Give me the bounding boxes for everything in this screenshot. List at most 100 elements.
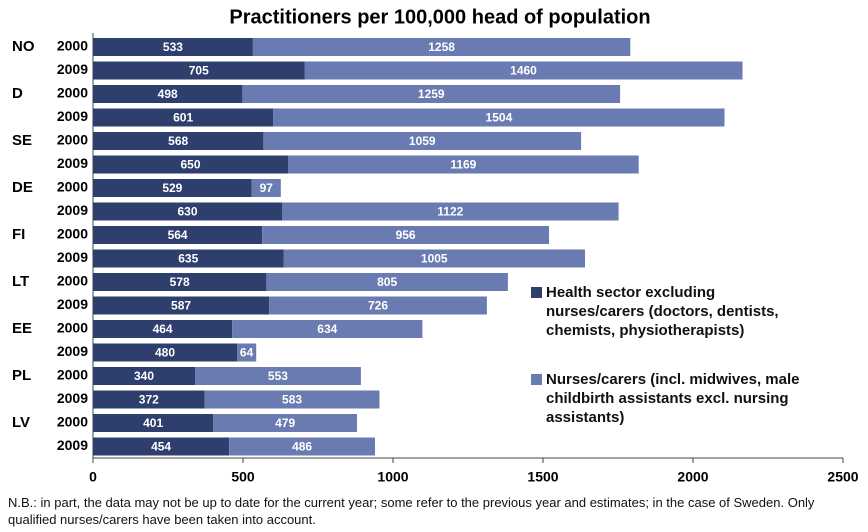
- bar-segment: [93, 296, 270, 315]
- data-label: 1005: [421, 252, 448, 266]
- data-label: 464: [153, 322, 173, 336]
- data-label: 372: [139, 393, 159, 407]
- data-label: 1122: [437, 205, 463, 219]
- y-tick-label: 2000: [57, 179, 88, 195]
- data-label: 64: [240, 346, 254, 360]
- data-label: 533: [163, 40, 183, 54]
- data-label: 956: [396, 228, 416, 242]
- group-label: EE: [12, 320, 32, 337]
- y-tick-label: 2000: [57, 226, 88, 242]
- bar-segment: [269, 296, 487, 315]
- bar-segment: [251, 179, 281, 197]
- bar-segment: [229, 437, 375, 456]
- x-tick-label: 1500: [527, 469, 558, 485]
- y-tick-label: 2009: [57, 249, 88, 265]
- data-label: 583: [282, 393, 302, 407]
- data-label: 635: [178, 252, 198, 266]
- y-tick-label: 2009: [57, 296, 88, 312]
- bar-segment: [252, 38, 631, 56]
- data-label: 553: [268, 369, 288, 383]
- data-label: 340: [134, 369, 154, 383]
- x-tick-label: 1000: [377, 469, 408, 485]
- chart: Practitioners per 100,000 head of popula…: [12, 6, 859, 485]
- data-label: 97: [260, 181, 274, 195]
- data-label: 630: [177, 205, 197, 219]
- group-label: LT: [12, 273, 29, 290]
- legend-swatch: [531, 287, 542, 298]
- y-tick-label: 2000: [57, 273, 88, 289]
- data-label: 726: [368, 299, 388, 313]
- legend-entry: Nurses/carers (incl. midwives, male chil…: [546, 371, 800, 426]
- y-tick-label: 2009: [57, 155, 88, 171]
- bar-segment: [242, 85, 621, 103]
- x-tick-label: 2500: [827, 469, 858, 485]
- data-label: 1059: [409, 134, 436, 148]
- group-label: DE: [12, 179, 33, 196]
- bar-segment: [266, 273, 508, 291]
- bar-segment: [273, 108, 725, 127]
- footnote: N.B.: in part, the data may not be up to…: [8, 495, 815, 527]
- bar-segment: [93, 367, 195, 385]
- data-label: 601: [173, 111, 193, 125]
- bar-segment: [93, 249, 284, 268]
- data-label: 1504: [486, 111, 513, 125]
- y-tick-label: 2000: [57, 132, 88, 148]
- bar-segment: [304, 61, 743, 80]
- data-label: 634: [317, 322, 337, 336]
- y-tick-label: 2009: [57, 343, 88, 359]
- data-label: 1259: [418, 87, 445, 101]
- bar-segment: [93, 437, 230, 456]
- data-label: 705: [189, 64, 209, 78]
- x-tick-label: 2000: [677, 469, 708, 485]
- data-label: 454: [151, 440, 171, 454]
- bar-segment: [93, 343, 237, 362]
- data-label: 479: [275, 416, 295, 430]
- y-tick-label: 2000: [57, 85, 88, 101]
- y-tick-label: 2009: [57, 390, 88, 406]
- bar-segment: [204, 390, 380, 409]
- data-label: 480: [155, 346, 175, 360]
- data-label: 564: [168, 228, 188, 242]
- bar-segment: [213, 414, 357, 432]
- bar-segment: [93, 226, 263, 244]
- bar-segment: [283, 249, 585, 268]
- bar-segment: [288, 155, 639, 174]
- bar-segment: [93, 414, 214, 432]
- y-tick-label: 2000: [57, 320, 88, 336]
- y-tick-label: 2000: [57, 414, 88, 430]
- bar-segment: [93, 320, 233, 338]
- bar-segment: [93, 273, 267, 291]
- group-label: NO: [12, 38, 35, 55]
- y-tick-label: 2000: [57, 367, 88, 383]
- data-label: 1460: [510, 64, 537, 78]
- bar-segment: [93, 155, 288, 174]
- y-tick-label: 2009: [57, 437, 88, 453]
- data-label: 1258: [428, 40, 455, 54]
- data-label: 587: [171, 299, 191, 313]
- bar-segment: [93, 179, 252, 197]
- bar-segment: [93, 390, 205, 409]
- group-label: LV: [12, 414, 30, 431]
- chart-title: Practitioners per 100,000 head of popula…: [229, 6, 650, 28]
- bar-segment: [262, 226, 549, 244]
- group-label: PL: [12, 367, 31, 384]
- bar-segment: [195, 367, 361, 385]
- data-label: 498: [158, 87, 178, 101]
- x-tick-label: 0: [89, 469, 97, 485]
- data-label: 568: [168, 134, 188, 148]
- bar-segment: [93, 132, 264, 150]
- bar-segment: [282, 202, 619, 221]
- data-label: 578: [170, 275, 190, 289]
- bar-segment: [93, 202, 282, 221]
- data-label: 805: [377, 275, 397, 289]
- bar-segment: [93, 108, 274, 127]
- x-tick-label: 500: [231, 469, 255, 485]
- bar-segment: [93, 85, 243, 103]
- group-label: D: [12, 85, 23, 102]
- bar-segment: [237, 343, 257, 362]
- y-tick-label: 2009: [57, 61, 88, 77]
- y-tick-label: 2009: [57, 202, 88, 218]
- data-label: 529: [162, 181, 182, 195]
- bar-segment: [263, 132, 582, 150]
